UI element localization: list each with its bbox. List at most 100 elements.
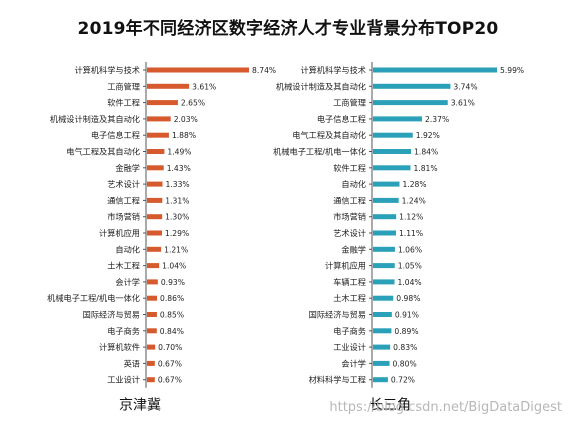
value-label: 0.93% [161,278,185,287]
value-label: 0.91% [395,311,419,320]
value-label: 1.21% [164,245,188,254]
value-label: 2.03% [174,115,198,124]
bar-yangtze-delta [373,149,412,154]
bar-jingjinji [147,100,178,106]
value-label: 1.29% [165,229,189,238]
category-label: 软件工程 [333,163,366,173]
bar-jingjinji [147,263,160,269]
value-label: 3.61% [451,99,475,108]
value-label: 3.74% [453,82,477,91]
category-label: 会计学 [115,277,140,287]
value-label: 1.24% [402,196,426,205]
value-label: 0.85% [160,311,184,320]
bar-jingjinji [147,360,155,366]
category-label: 英语 [124,358,140,368]
bar-yangtze-delta [373,230,396,236]
value-label: 2.65% [181,99,205,108]
value-label: 1.05% [398,262,422,271]
bar-yangtze-delta [373,83,451,89]
category-label: 土木工程 [333,293,366,303]
category-label: 自动化 [115,244,140,254]
bar-yangtze-delta [373,360,390,366]
bar-jingjinji [147,116,171,122]
bar-yangtze-delta [373,165,411,171]
value-label: 1.49% [167,148,191,157]
value-label: 0.83% [393,343,417,352]
value-label: 0.67% [158,376,182,385]
category-label: 机械电子工程/机电一体化 [47,293,140,303]
category-label: 软件工程 [107,98,140,108]
value-label: 0.80% [393,359,417,368]
bar-jingjinji [147,67,249,73]
category-label: 计算机应用 [325,261,366,271]
category-label: 机械设计制造及其自动化 [276,81,366,91]
category-label: 计算机科学与技术 [74,65,140,75]
bar-yangtze-delta [373,214,397,220]
category-label: 材料科学与工程 [309,375,366,385]
chart-panel-jingjinji: 计算机科学与技术 8.74% 工商管理 3.61% 软件工程 2.65% 机械设计制造及其自… [47,62,276,414]
value-label: 1.33% [166,180,190,189]
value-label: 1.88% [172,131,196,140]
bar-jingjinji [147,132,169,138]
category-label: 车辆工程 [333,277,366,287]
category-label: 电子信息工程 [317,114,366,124]
value-label: 1.12% [399,213,423,222]
category-label: 计算机软件 [99,342,140,352]
category-label: 土木工程 [107,261,140,271]
bar-yangtze-delta [373,344,391,350]
category-label: 电子信息工程 [91,130,140,140]
bar-jingjinji [147,230,163,236]
value-label: 1.92% [416,131,440,140]
bar-yangtze-delta [373,377,388,383]
category-label: 艺术设计 [333,228,366,238]
watermark: https://blog.csdn.net/BigDataDigest [329,400,562,415]
bar-jingjinji [147,377,155,383]
category-label: 通信工程 [333,195,366,205]
region-label: 京津冀 [119,398,161,414]
bar-yangtze-delta [373,132,413,138]
bar-jingjinji [147,165,164,171]
value-label: 0.70% [158,343,182,352]
bar-yangtze-delta [373,181,400,187]
bar-jingjinji [147,149,165,154]
category-label: 电子商务 [333,326,366,336]
bar-jingjinji [147,83,190,89]
value-label: 1.43% [167,164,191,173]
value-label: 1.04% [162,262,186,271]
value-label: 1.04% [398,278,422,287]
value-label: 1.81% [413,164,437,173]
category-label: 艺术设计 [107,179,140,189]
value-label: 1.11% [399,229,423,238]
category-label: 市场营销 [107,212,140,222]
category-label: 通信工程 [107,195,140,205]
bar-jingjinji [147,295,158,301]
category-label: 电气工程及其自动化 [66,147,140,157]
bar-jingjinji [147,214,163,220]
bar-jingjinji [147,344,156,350]
bar-yangtze-delta [373,197,399,203]
category-label: 电子商务 [107,326,140,336]
category-label: 国际经济与贸易 [309,310,366,320]
category-label: 计算机科学与技术 [300,65,366,75]
value-label: 0.67% [158,359,182,368]
category-label: 机械设计制造及其自动化 [50,114,140,124]
bar-yangtze-delta [373,295,394,301]
bar-yangtze-delta [373,67,497,73]
value-label: 0.98% [396,294,420,303]
category-label: 工商管理 [333,98,366,108]
region-label: 长三角 [369,398,411,414]
value-label: 2.37% [425,115,449,124]
category-label: 工商管理 [107,81,140,91]
bar-yangtze-delta [373,100,448,106]
bar-yangtze-delta [373,328,392,334]
value-label: 5.99% [500,66,524,75]
category-label: 会计学 [341,358,366,368]
bar-jingjinji [147,312,157,317]
category-label: 计算机应用 [99,228,140,238]
value-label: 3.61% [192,82,216,91]
category-label: 自动化 [341,179,366,189]
value-label: 8.74% [252,66,276,75]
category-label: 金融学 [115,163,140,173]
value-label: 0.86% [160,294,184,303]
